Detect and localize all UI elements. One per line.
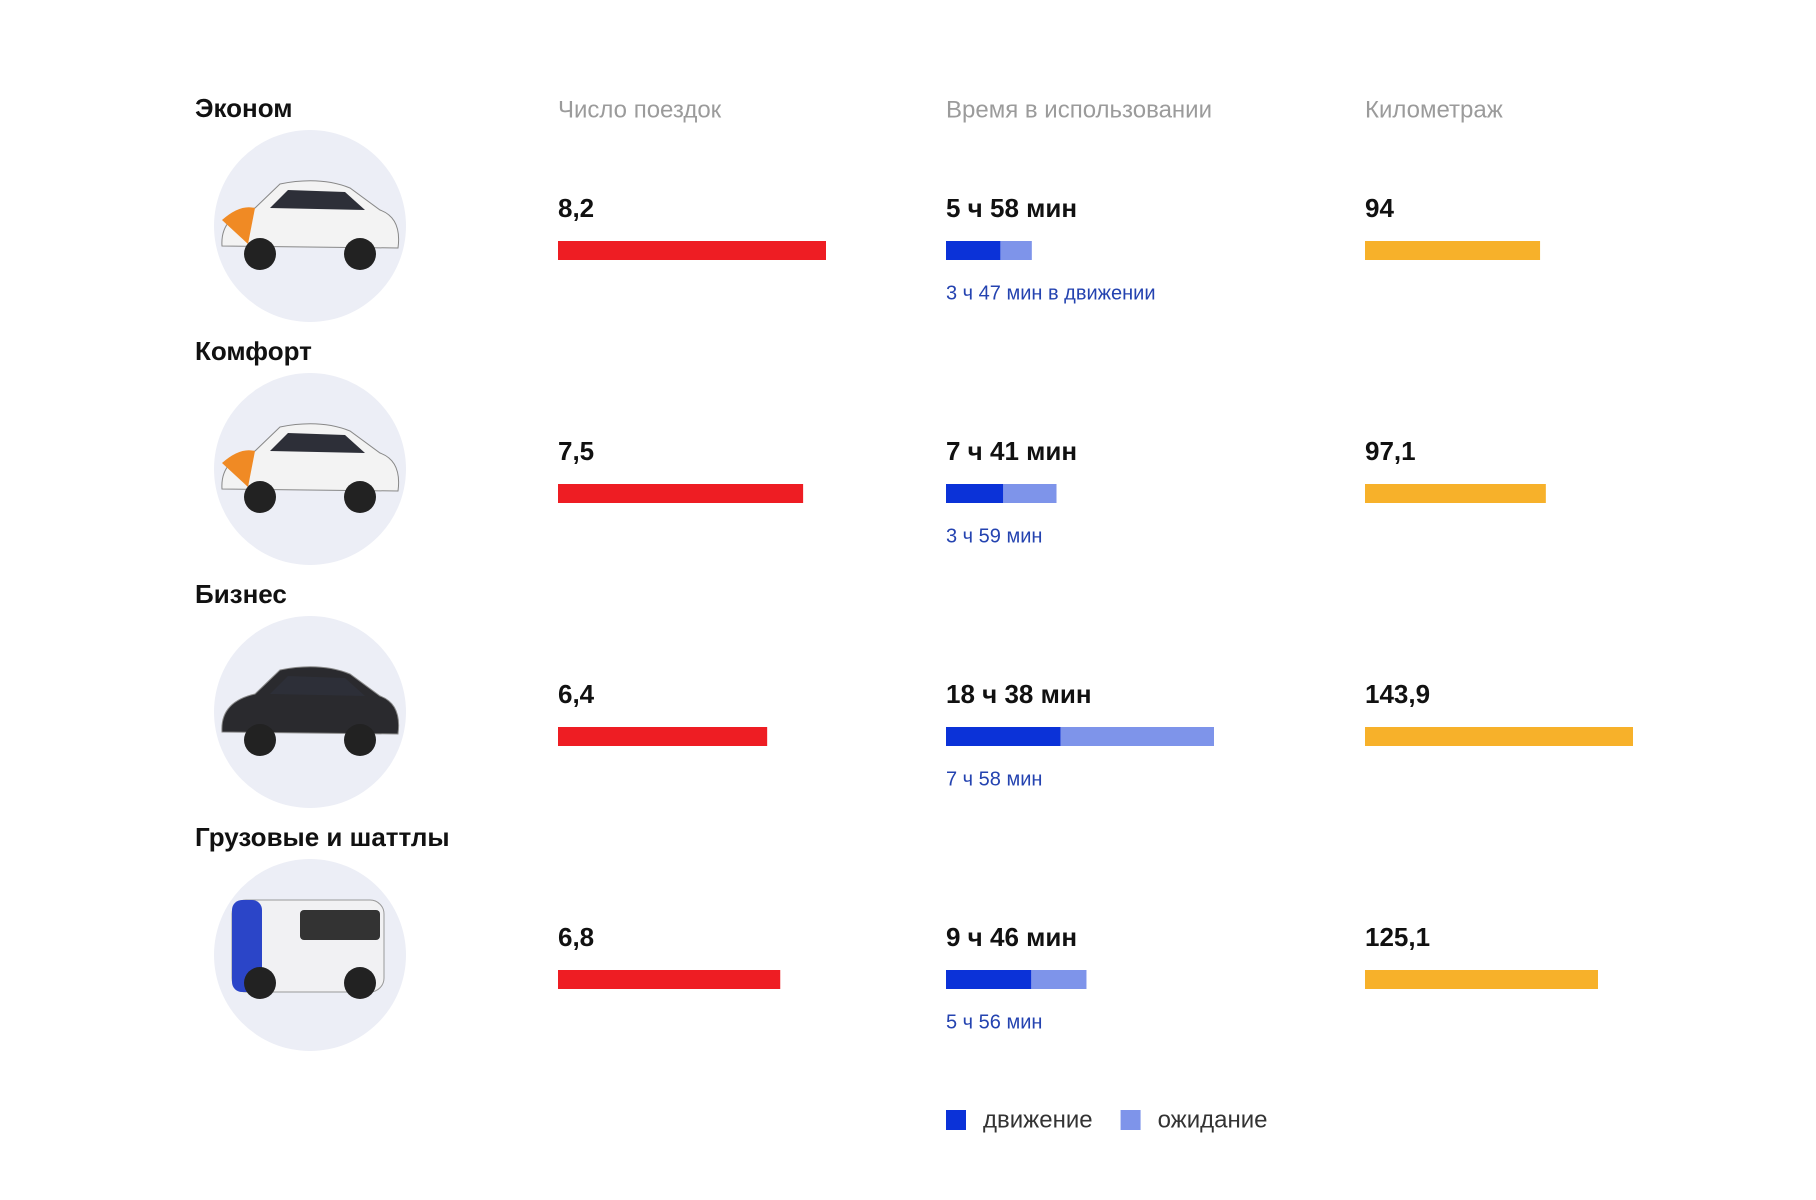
- bar-segment: [1003, 484, 1057, 503]
- rows: Эконом 8,2 5 ч 58 мин 3 ч 47 мин в движении…: [195, 93, 1633, 1051]
- bar-segment: [946, 970, 1032, 989]
- bar-segment: [946, 241, 1001, 260]
- bar-segment: [1031, 970, 1087, 989]
- bar: [1365, 727, 1633, 746]
- car-stripe: [222, 207, 255, 244]
- column-header: Километраж: [1365, 96, 1503, 123]
- car-wheel: [244, 724, 276, 756]
- bar-segment: [1000, 241, 1032, 260]
- bar: [558, 484, 804, 503]
- moving-time-label: 5 ч 56 мин: [946, 1011, 1042, 1033]
- moving-time-label: 3 ч 47 мин в движении: [946, 282, 1156, 304]
- car-window: [270, 190, 365, 210]
- value-label: 9 ч 46 мин: [946, 922, 1077, 952]
- value-label: 7 ч 41 мин: [946, 436, 1077, 466]
- bar: [558, 727, 768, 746]
- category-label: Комфорт: [195, 336, 312, 366]
- legend: движение ожидание: [946, 1106, 1267, 1133]
- car-window: [300, 910, 380, 940]
- bar: [558, 241, 826, 260]
- car-body: [221, 666, 400, 735]
- moving-time-label: 3 ч 59 мин: [946, 525, 1042, 547]
- value-label: 18 ч 38 мин: [946, 679, 1092, 709]
- legend-label: движение: [983, 1106, 1093, 1133]
- value-label: 6,8: [558, 922, 594, 952]
- value-label: 5 ч 58 мин: [946, 193, 1077, 223]
- value-label: 125,1: [1365, 922, 1430, 952]
- value-label: 6,4: [558, 679, 595, 709]
- car-wheel: [244, 238, 276, 270]
- value-label: 97,1: [1365, 436, 1416, 466]
- car-wheel: [344, 481, 376, 513]
- value-label: 7,5: [558, 436, 594, 466]
- category-label: Эконом: [195, 93, 293, 123]
- car-wheel: [244, 967, 276, 999]
- bar: [558, 970, 781, 989]
- category-label: Грузовые и шаттлы: [195, 822, 450, 852]
- value-label: 8,2: [558, 193, 594, 223]
- legend-label: ожидание: [1158, 1106, 1268, 1133]
- bar: [1365, 970, 1598, 989]
- legend-swatch: [1120, 1110, 1141, 1130]
- bar-segment: [946, 727, 1061, 746]
- bar-segment: [946, 484, 1004, 503]
- column-header: Число поездок: [558, 96, 722, 123]
- car-wheel: [244, 481, 276, 513]
- bar: [1365, 484, 1546, 503]
- moving-time-label: 7 ч 58 мин: [946, 768, 1042, 790]
- column-header: Время в использовании: [946, 96, 1212, 123]
- category-label: Бизнес: [195, 579, 287, 609]
- car-stripe: [222, 450, 255, 487]
- car-wheel: [344, 724, 376, 756]
- value-label: 143,9: [1365, 679, 1430, 709]
- value-label: 94: [1365, 193, 1394, 223]
- car-wheel: [344, 238, 376, 270]
- bar-segment: [1060, 727, 1214, 746]
- legend-swatch: [946, 1110, 966, 1130]
- car-window: [270, 676, 365, 696]
- bar: [1365, 241, 1541, 260]
- car-window: [270, 433, 365, 453]
- car-wheel: [344, 967, 376, 999]
